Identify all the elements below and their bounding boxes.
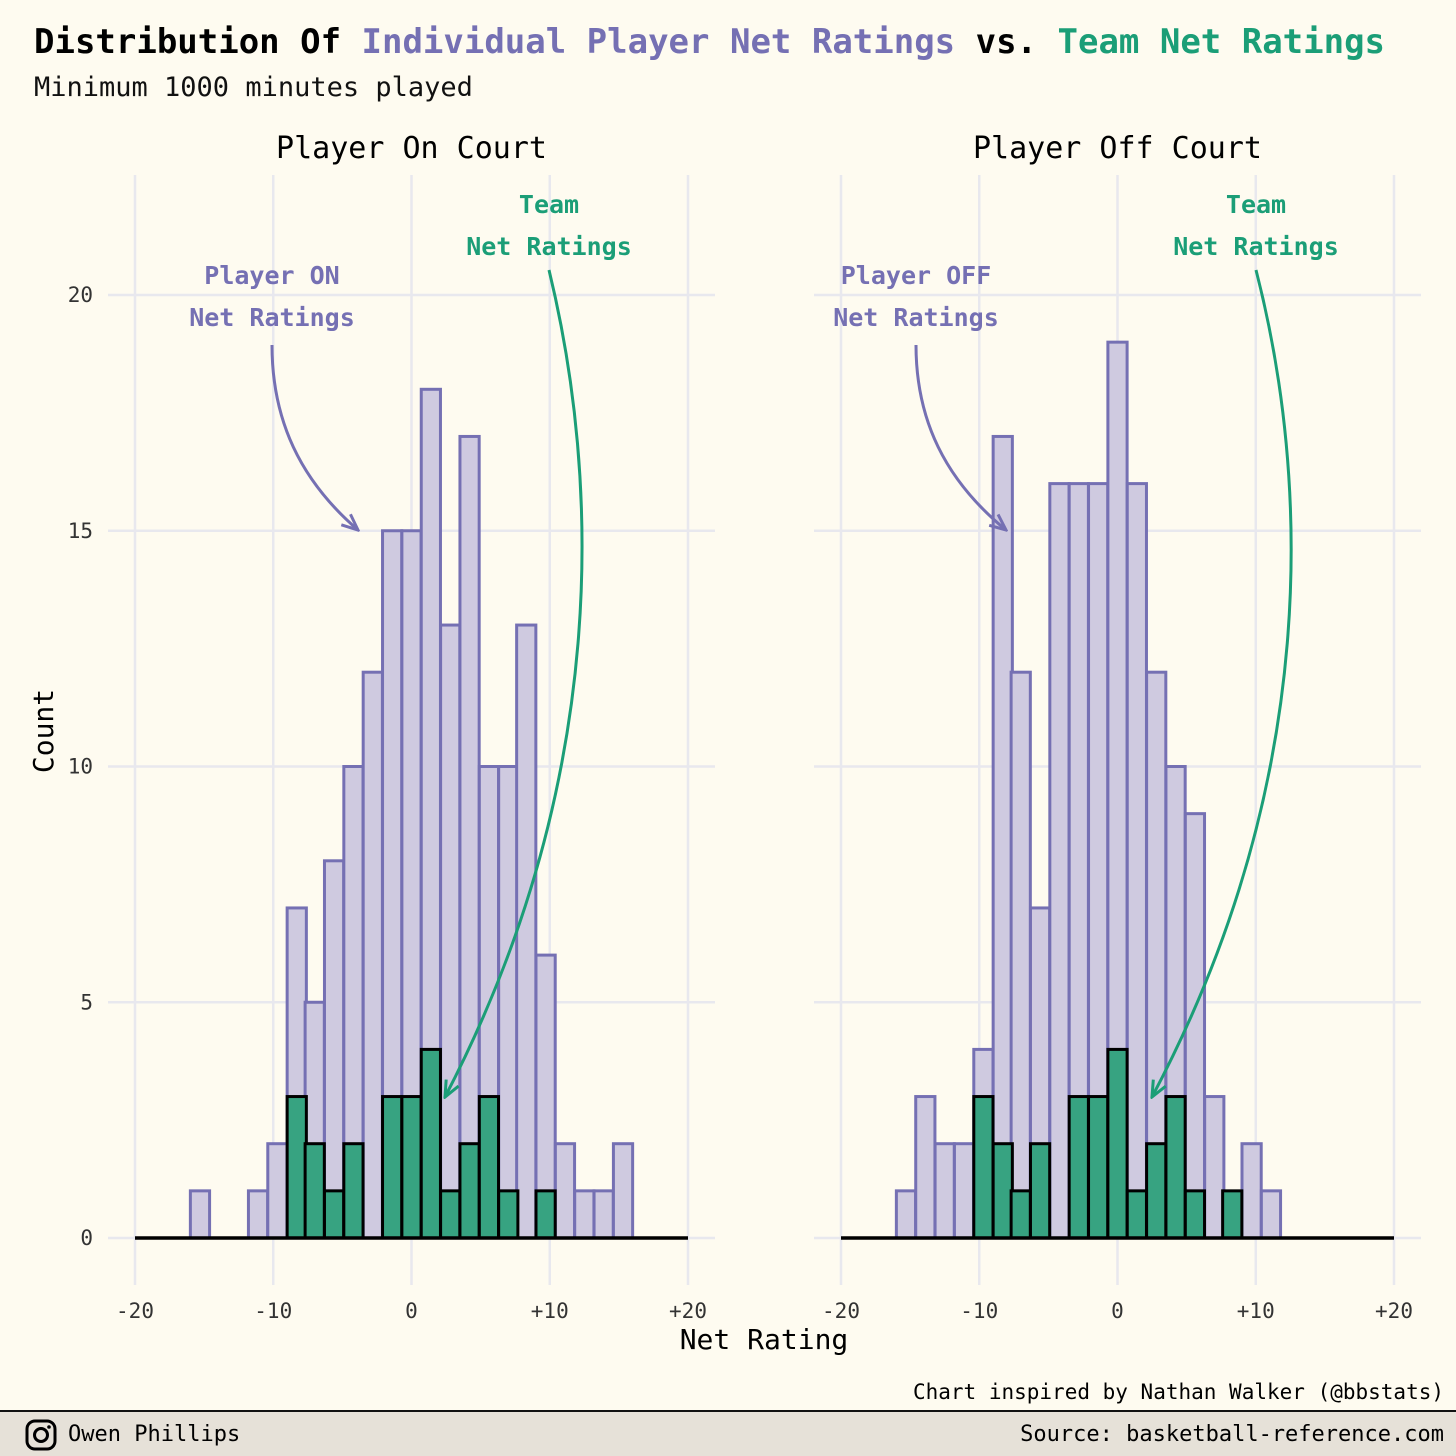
team-bar <box>1106 1047 1129 1240</box>
player-bar <box>1048 482 1071 1240</box>
player-bar <box>188 1189 212 1240</box>
player-bar <box>361 670 384 1240</box>
team-bar <box>1221 1189 1244 1240</box>
player-bar <box>322 859 346 1240</box>
y-tick-label: 0 <box>80 1226 93 1250</box>
team-bar <box>497 1189 520 1240</box>
team-bar <box>1183 1189 1207 1240</box>
player-bar <box>1259 1189 1283 1240</box>
annotation-label: Player OFF <box>841 261 992 290</box>
chart-title: Distribution Of Individual Player Net Ra… <box>34 22 1385 62</box>
x-tick-label: +10 <box>1237 1299 1275 1323</box>
instagram-icon <box>25 1419 57 1451</box>
team-bar <box>1087 1095 1110 1240</box>
annotation-arrow <box>914 344 1006 530</box>
annotation-arrow <box>270 344 358 530</box>
annotation-label: Team <box>1226 190 1286 219</box>
inspired-credit: Chart inspired by Nathan Walker (@bbstat… <box>912 1380 1444 1404</box>
team-bar <box>342 1142 365 1240</box>
player-bar <box>1203 1095 1226 1240</box>
player-bar <box>914 1095 937 1240</box>
player-bar <box>553 1142 577 1240</box>
annotation-label: Net Ratings <box>189 303 355 332</box>
y-tick-label: 15 <box>68 519 93 543</box>
player-bar <box>1009 670 1032 1240</box>
team-bar <box>1145 1142 1168 1240</box>
annotation-arrow <box>445 269 584 1097</box>
team-bar <box>400 1095 423 1240</box>
author-name: Owen Phillips <box>68 1422 241 1447</box>
team-bar <box>1164 1095 1187 1240</box>
title-player: Individual Player Net Ratings <box>361 22 956 62</box>
player-bar <box>573 1189 596 1240</box>
team-bar <box>991 1142 1014 1240</box>
chart-subtitle: Minimum 1000 minutes played <box>34 72 473 103</box>
team-bar <box>1009 1189 1032 1240</box>
player-bar <box>1240 1142 1263 1240</box>
team-bar <box>439 1189 462 1240</box>
team-bar <box>534 1189 557 1240</box>
y-tick-label: 5 <box>80 990 93 1014</box>
team-bar <box>381 1095 404 1240</box>
title-prefix: Distribution Of <box>34 22 362 62</box>
annotation-label: Player ON <box>204 261 339 290</box>
title-mid: vs. <box>955 22 1058 62</box>
team-bar <box>477 1095 501 1240</box>
panel-title: Player On Court <box>276 131 547 166</box>
x-tick-label: -10 <box>254 1299 292 1323</box>
footer-bar: Owen Phillips Source: basketball-referen… <box>0 1410 1456 1456</box>
team-bar <box>303 1142 326 1240</box>
team-bar <box>1125 1189 1148 1240</box>
y-tick-label: 10 <box>68 755 93 779</box>
x-tick-label: -20 <box>116 1299 154 1323</box>
player-bar <box>246 1189 270 1240</box>
player-bar <box>894 1189 918 1240</box>
y-axis-label: Count <box>27 689 60 773</box>
team-bar <box>1067 1095 1090 1240</box>
source-credit: Source: basketball-reference.com <box>1020 1422 1444 1447</box>
player-bar <box>439 623 462 1240</box>
annotation-label: Net Ratings <box>833 303 999 332</box>
annotation-label: Team <box>519 190 579 219</box>
y-tick-label: 20 <box>68 283 93 307</box>
annotation-arrow <box>1152 269 1293 1097</box>
x-tick-label: 0 <box>405 1299 418 1323</box>
x-tick-label: +20 <box>1375 1299 1413 1323</box>
player-bar <box>1125 482 1148 1240</box>
x-tick-label: -10 <box>960 1299 998 1323</box>
histogram-chart: -20 -10 0 +10 +20 Player On Court Player ON Net… <box>27 131 1421 1356</box>
team-bar <box>1028 1142 1052 1240</box>
team-bar <box>972 1095 995 1240</box>
x-tick-label: 0 <box>1111 1299 1124 1323</box>
team-bar <box>458 1142 481 1240</box>
panel-title: Player Off Court <box>973 131 1262 166</box>
team-bar <box>419 1047 442 1240</box>
player-bar <box>611 1142 635 1240</box>
player-bar <box>952 1142 976 1240</box>
player-bar <box>497 765 520 1240</box>
x-tick-label: +10 <box>531 1299 569 1323</box>
player-bar <box>592 1189 615 1240</box>
x-axis-label: Net Rating <box>680 1323 849 1356</box>
player-bar <box>458 434 481 1240</box>
annotation-label: Net Ratings <box>1173 232 1339 261</box>
annotation-label: Net Ratings <box>466 232 632 261</box>
team-bar <box>285 1095 308 1240</box>
x-tick-label: +20 <box>669 1299 707 1323</box>
player-bar <box>933 1142 956 1240</box>
team-bar <box>322 1189 346 1240</box>
x-tick-label: -20 <box>822 1299 860 1323</box>
player-bar <box>515 623 538 1240</box>
title-team: Team Net Ratings <box>1057 22 1386 62</box>
player-bar <box>266 1142 289 1240</box>
player-bar <box>991 434 1014 1240</box>
